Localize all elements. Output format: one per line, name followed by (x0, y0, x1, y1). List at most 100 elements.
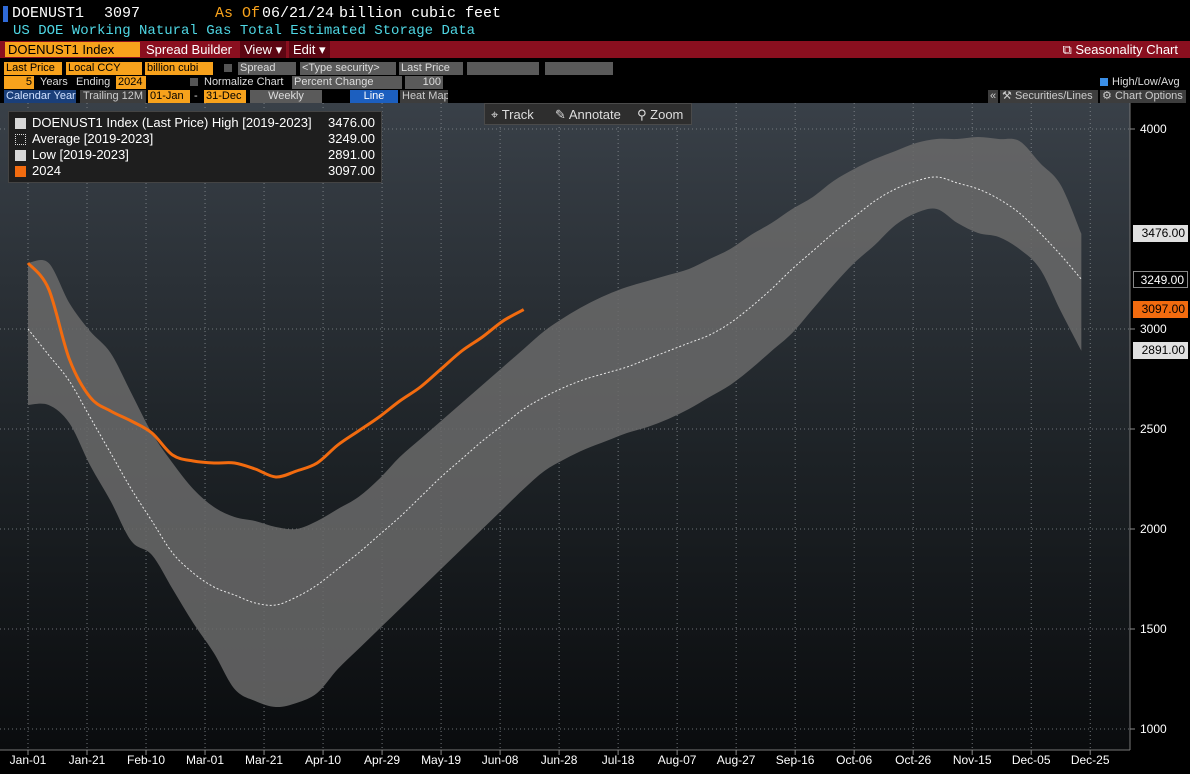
x-tick-label: Aug-07 (658, 753, 697, 767)
ending-year-input[interactable]: 2024 (116, 76, 146, 89)
normalize-label: Normalize Chart (204, 76, 284, 88)
magnifier-icon: ⚲ (637, 107, 647, 122)
legend-item-low: Low [2019-2023] 2891.00 (15, 147, 377, 163)
x-tick-label: May-19 (421, 753, 461, 767)
x-tick-label: Apr-10 (305, 753, 341, 767)
x-tick-label: Oct-26 (895, 753, 931, 767)
view-label: View (244, 42, 272, 57)
chart-toolbar: ⌖ Track ✎ Annotate ⚲ Zoom (484, 103, 692, 125)
trailing-12m-tab[interactable]: Trailing 12M (80, 90, 146, 103)
annotate-label: Annotate (568, 107, 621, 122)
spread-select[interactable]: Spread (238, 62, 296, 75)
x-tick-label: Dec-25 (1071, 753, 1110, 767)
field-select[interactable]: Last Price (4, 62, 62, 75)
x-tick-label: Jun-08 (482, 753, 519, 767)
x-tick-label: Nov-15 (953, 753, 992, 767)
pencil-icon: ✎ (555, 107, 566, 122)
edit-menu[interactable]: Edit ▾ (289, 41, 330, 58)
legend-value-2024: 3097.00 (328, 163, 375, 178)
legend-label-2024: 2024 (32, 163, 61, 178)
years-input[interactable]: 5 (4, 76, 34, 89)
x-tick-label: Jul-18 (602, 753, 635, 767)
spread-builder-menu[interactable]: Spread Builder (146, 42, 232, 57)
external-link-icon: ⧉ (1062, 42, 1072, 57)
hla-label: High/Low/Avg (1112, 76, 1180, 88)
normalize-checkbox[interactable] (188, 76, 202, 89)
security-field[interactable]: DOENUST1 Index (5, 42, 140, 57)
track-button[interactable]: ⌖ Track (491, 106, 534, 124)
seasonality-chart-button[interactable]: ⧉ Seasonality Chart (1062, 41, 1178, 58)
calendar-year-tab[interactable]: Calendar Year (4, 90, 76, 103)
current-year-line (26, 261, 525, 479)
zoom-button[interactable]: ⚲ Zoom (637, 106, 683, 124)
ticker-symbol[interactable]: DOENUST1 (12, 5, 85, 22)
tools-icon: ⚒ (1002, 90, 1012, 102)
x-axis: Jan-01 Jan-21 Feb-10 Mar-01 Mar-21 Apr-10 Apr-… (0, 749, 1130, 767)
end-date-input[interactable]: 31-Dec (204, 90, 246, 103)
blank-select-1[interactable] (467, 62, 539, 75)
x-tick-label: Mar-21 (245, 753, 283, 767)
units-select[interactable]: billion cubi (145, 62, 213, 75)
legend-item-average: Average [2019-2023] 3249.00 (15, 131, 377, 147)
seasonality-label: Seasonality Chart (1075, 42, 1178, 57)
menu-bar: DOENUST1 Index Spread Builder View ▾ Edi… (0, 41, 1190, 58)
chart-area[interactable]: Jan-01 Jan-21 Feb-10 Mar-01 Mar-21 Apr-10 Apr-… (0, 103, 1190, 771)
type-security-input[interactable]: <Type security> (300, 62, 396, 75)
legend-item-high: DOENUST1 Index (Last Price) High [2019-2… (15, 115, 377, 131)
average-value-tag: 3249.00 (1133, 270, 1188, 288)
x-tick-label: Apr-29 (364, 753, 400, 767)
x-tick-label: Jan-21 (69, 753, 106, 767)
blank-select-2[interactable] (545, 62, 613, 75)
chart-options-label: Chart Options (1114, 90, 1183, 102)
legend-label-average: Average [2019-2023] (32, 131, 154, 146)
normalize-mode-select[interactable]: Percent Change (292, 76, 402, 89)
collapse-icon[interactable]: « (988, 90, 998, 103)
low-value-tag: 2891.00 (1133, 342, 1188, 360)
legend: DOENUST1 Index (Last Price) High [2019-2… (8, 111, 382, 183)
high-value-tag: 3476.00 (1133, 225, 1188, 243)
legend-value-average: 3249.00 (328, 131, 375, 146)
securities-lines-label: Securities/Lines (1014, 90, 1093, 102)
chart-svg: Jan-01 Jan-21 Feb-10 Mar-01 Mar-21 Apr-10 Apr-… (0, 103, 1167, 767)
securities-lines-button[interactable]: ⚒ Securities/Lines (1000, 90, 1098, 103)
high-low-band (28, 137, 1082, 708)
y-tick-label: 2500 (1140, 422, 1167, 436)
current-value-tag: 3097.00 (1133, 301, 1188, 319)
normalize-value-input[interactable]: 100 (405, 76, 443, 89)
x-tick-label: Dec-05 (1012, 753, 1051, 767)
x-tick-label: Feb-10 (127, 753, 165, 767)
y-tick-label: 4000 (1140, 122, 1167, 136)
spread-checkbox[interactable] (222, 62, 236, 75)
view-dropdown-icon: ▾ (275, 42, 283, 57)
y-tick-label: 2000 (1140, 522, 1167, 536)
line-tab[interactable]: Line (350, 90, 398, 103)
x-tick-label: Sep-16 (776, 753, 815, 767)
high-low-band-area (28, 137, 1082, 708)
y-tick-label: 1500 (1140, 622, 1167, 636)
years-label: Years (40, 76, 68, 88)
frequency-select[interactable]: Weekly (250, 90, 322, 103)
crosshair-icon: ⌖ (491, 107, 499, 122)
high-low-avg-toggle[interactable]: High/Low/Avg (1098, 76, 1190, 89)
legend-item-2024: 2024 3097.00 (15, 163, 377, 179)
track-label: Track (501, 107, 534, 122)
currency-select[interactable]: Local CCY (66, 62, 142, 75)
annotate-button[interactable]: ✎ Annotate (555, 106, 621, 124)
legend-label-low: Low [2019-2023] (32, 147, 129, 162)
chart-options-button[interactable]: ⚙ Chart Options (1100, 90, 1186, 103)
field2-select[interactable]: Last Price (399, 62, 463, 75)
heat-map-tab[interactable]: Heat Map (400, 90, 448, 103)
gear-icon: ⚙ (1102, 90, 1112, 102)
legend-swatch-high (15, 118, 26, 129)
y-tick-label: 1000 (1140, 722, 1167, 736)
ticker-marker (3, 6, 8, 22)
y-tick-label: 3000 (1140, 322, 1167, 336)
series-description: US DOE Working Natural Gas Total Estimat… (13, 23, 476, 39)
last-value: 3097 (104, 5, 141, 22)
start-date-input[interactable]: 01-Jan (148, 90, 190, 103)
series-lines (26, 176, 1082, 606)
x-tick-label: Oct-06 (836, 753, 872, 767)
as-of-date: 06/21/24 (262, 5, 335, 22)
view-menu[interactable]: View ▾ (240, 41, 287, 58)
legend-swatch-average (15, 134, 26, 145)
